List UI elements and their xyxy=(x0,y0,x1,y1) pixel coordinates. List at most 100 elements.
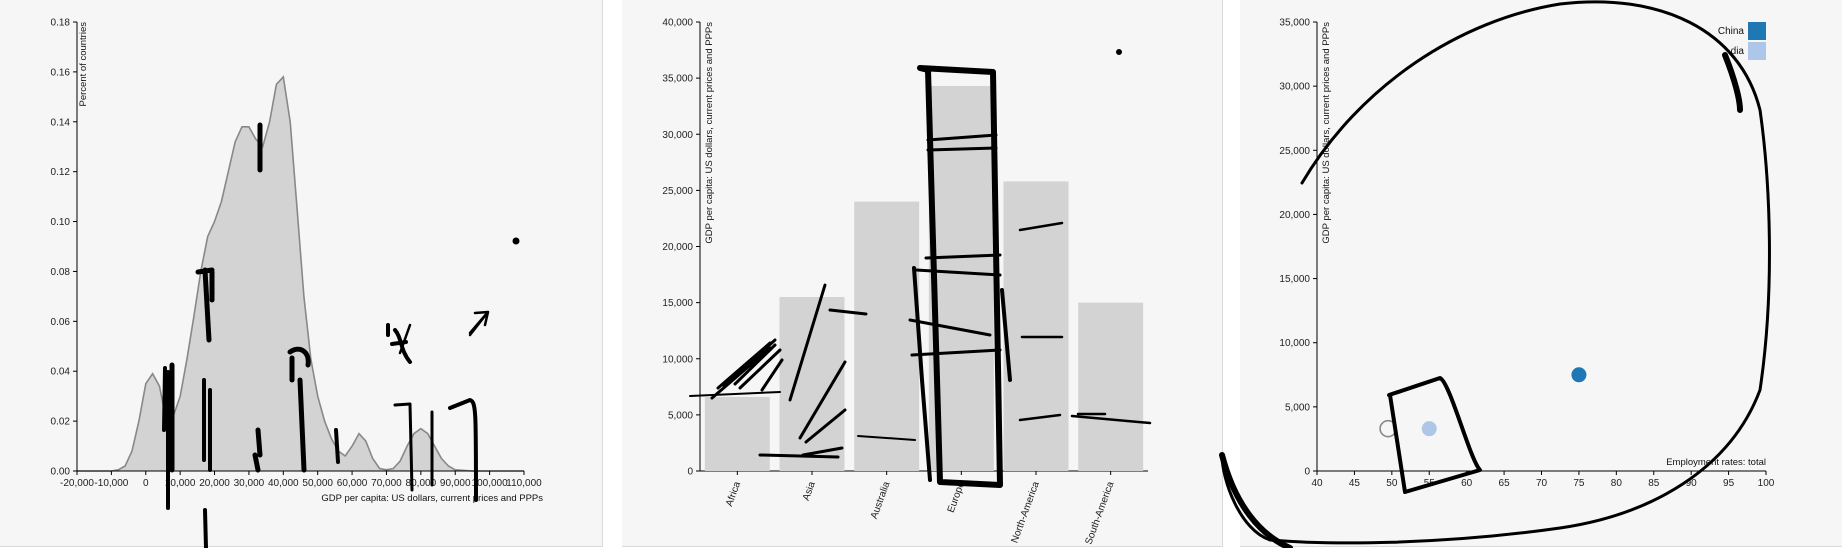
y-tick-label: 0.18 xyxy=(51,18,71,29)
y-tick-label: 35,000 xyxy=(662,74,693,85)
y-tick-label: 25,000 xyxy=(1279,146,1310,157)
x-tick-label: South-America xyxy=(1084,480,1117,546)
x-tick-label: 50 xyxy=(1386,478,1398,489)
ink-stroke xyxy=(252,122,263,473)
pen-annotations xyxy=(162,0,1771,548)
legend-label: dia xyxy=(1731,46,1745,57)
ink-stroke xyxy=(908,133,1002,357)
ink-stroke xyxy=(689,391,781,397)
ink-stroke xyxy=(710,338,784,400)
ink-stroke xyxy=(334,323,412,464)
x-tick-label: 10,000 xyxy=(165,478,196,489)
x-tick-label: 75 xyxy=(1573,478,1585,489)
ink-stroke xyxy=(169,267,215,473)
scatter-chart: 0 5,000 10,000 15,000 20,000 25,000 30,000 35,0… xyxy=(1279,18,1774,490)
y-tick-label: 0 xyxy=(687,467,693,478)
x-tick-label: 60 xyxy=(1461,478,1473,489)
ink-stroke xyxy=(162,366,170,510)
x-tick-label: 40 xyxy=(1311,478,1323,489)
y-tick-label: 15,000 xyxy=(662,298,693,309)
x-tick-label: 45 xyxy=(1349,478,1361,489)
x-tick-label: 80,000 xyxy=(406,478,437,489)
x-tick-label: 70,000 xyxy=(371,478,402,489)
y-tick-label: 15,000 xyxy=(1279,274,1310,285)
ink-stroke xyxy=(1219,52,1743,548)
legend-swatch xyxy=(1748,42,1766,60)
x-tick-label: 80 xyxy=(1611,478,1623,489)
x-tick-label: 65 xyxy=(1499,478,1511,489)
y-tick-label: 0.10 xyxy=(51,217,71,228)
y-tick-label: 0.16 xyxy=(51,67,71,78)
x-tick-label: -10,000 xyxy=(94,478,128,489)
y-tick-label: 0.14 xyxy=(51,117,71,128)
y-tick-label: 20,000 xyxy=(662,242,693,253)
density-area xyxy=(77,76,524,472)
x-tick-label: 0 xyxy=(143,478,149,489)
x-tick-label: Africa xyxy=(724,480,743,508)
density-chart: 0.00 0.02 0.04 0.06 0.08 0.10 0.12 0.14 0.16 0.18… xyxy=(51,18,544,505)
ink-stroke xyxy=(912,266,1012,482)
x-tick-label: 90,000 xyxy=(440,478,471,489)
x-tick-label: 70 xyxy=(1536,478,1548,489)
x-tick-label: North-America xyxy=(1009,480,1042,545)
x-tick-label: 90 xyxy=(1686,478,1698,489)
y-tick-label: 0.06 xyxy=(51,317,71,328)
y-tick-label: 10,000 xyxy=(662,354,693,365)
x-axis-title: GDP per capita: US dollars, current pric… xyxy=(321,493,543,504)
bar-chart: Africa Asia Australia Europe North-America So… xyxy=(662,18,1148,546)
x-tick-label: 100 xyxy=(1758,478,1775,489)
bar-africa xyxy=(704,396,770,471)
scatter-chart-panel xyxy=(1240,0,1842,547)
x-tick-label: Asia xyxy=(801,480,818,502)
y-axis-title: Percent of countries xyxy=(78,22,89,107)
y-tick-label: 25,000 xyxy=(662,186,693,197)
legend-label: China xyxy=(1718,26,1745,37)
y-axis-title: GDP per capita: US dollars, current pric… xyxy=(1321,22,1332,244)
x-tick-label: 95 xyxy=(1723,478,1735,489)
y-tick-label: 0 xyxy=(1304,467,1310,478)
y-tick-label: 40,000 xyxy=(662,18,693,29)
y-axis-title: GDP per capita: US dollars, current pric… xyxy=(704,22,715,244)
x-tick-label: 20,000 xyxy=(199,478,230,489)
x-tick-label: -20,000 xyxy=(60,478,94,489)
x-tick-label: 40,000 xyxy=(268,478,299,489)
y-tick-label: 35,000 xyxy=(1279,18,1310,29)
ink-stroke xyxy=(917,65,1003,488)
x-tick-label: 30,000 xyxy=(234,478,265,489)
ink-stroke xyxy=(1070,412,1152,425)
y-tick-label: 0.00 xyxy=(51,467,71,478)
bar-south-america xyxy=(1078,302,1144,471)
ink-dot xyxy=(512,237,520,245)
ink-stroke xyxy=(448,398,478,502)
x-tick-label: Australia xyxy=(869,480,893,521)
x-tick-label: 60,000 xyxy=(337,478,368,489)
y-tick-label: 0.08 xyxy=(51,267,71,278)
y-tick-label: 10,000 xyxy=(1279,338,1310,349)
y-tick-label: 20,000 xyxy=(1279,210,1310,221)
y-tick-label: 0.04 xyxy=(51,367,71,378)
ink-stroke xyxy=(202,378,212,548)
x-tick-label: 100,000 xyxy=(472,478,509,489)
bar-australia xyxy=(854,201,920,471)
x-tick-label: 85 xyxy=(1648,478,1660,489)
ink-stroke xyxy=(1220,0,1771,545)
ink-stroke xyxy=(1387,376,1482,494)
x-tick-label: 110,000 xyxy=(506,478,542,489)
ink-stroke xyxy=(398,310,490,355)
y-tick-label: 0.12 xyxy=(51,167,71,178)
x-tick-label: 50,000 xyxy=(302,478,333,489)
bar-north-america xyxy=(1003,181,1069,471)
ink-stroke xyxy=(393,402,434,492)
ink-stroke xyxy=(857,435,916,441)
y-tick-label: 30,000 xyxy=(1279,82,1310,93)
y-tick-label: 30,000 xyxy=(662,130,693,141)
ink-stroke xyxy=(758,283,868,459)
scatter-point-china xyxy=(1571,367,1587,383)
ink-stroke xyxy=(287,346,311,473)
scatter-point-india xyxy=(1421,421,1437,437)
y-tick-label: 0.02 xyxy=(51,417,71,428)
ink-stroke xyxy=(1018,221,1064,422)
x-axis-title: Employment rates: total xyxy=(1666,457,1766,468)
y-tick-label: 5,000 xyxy=(668,410,693,421)
